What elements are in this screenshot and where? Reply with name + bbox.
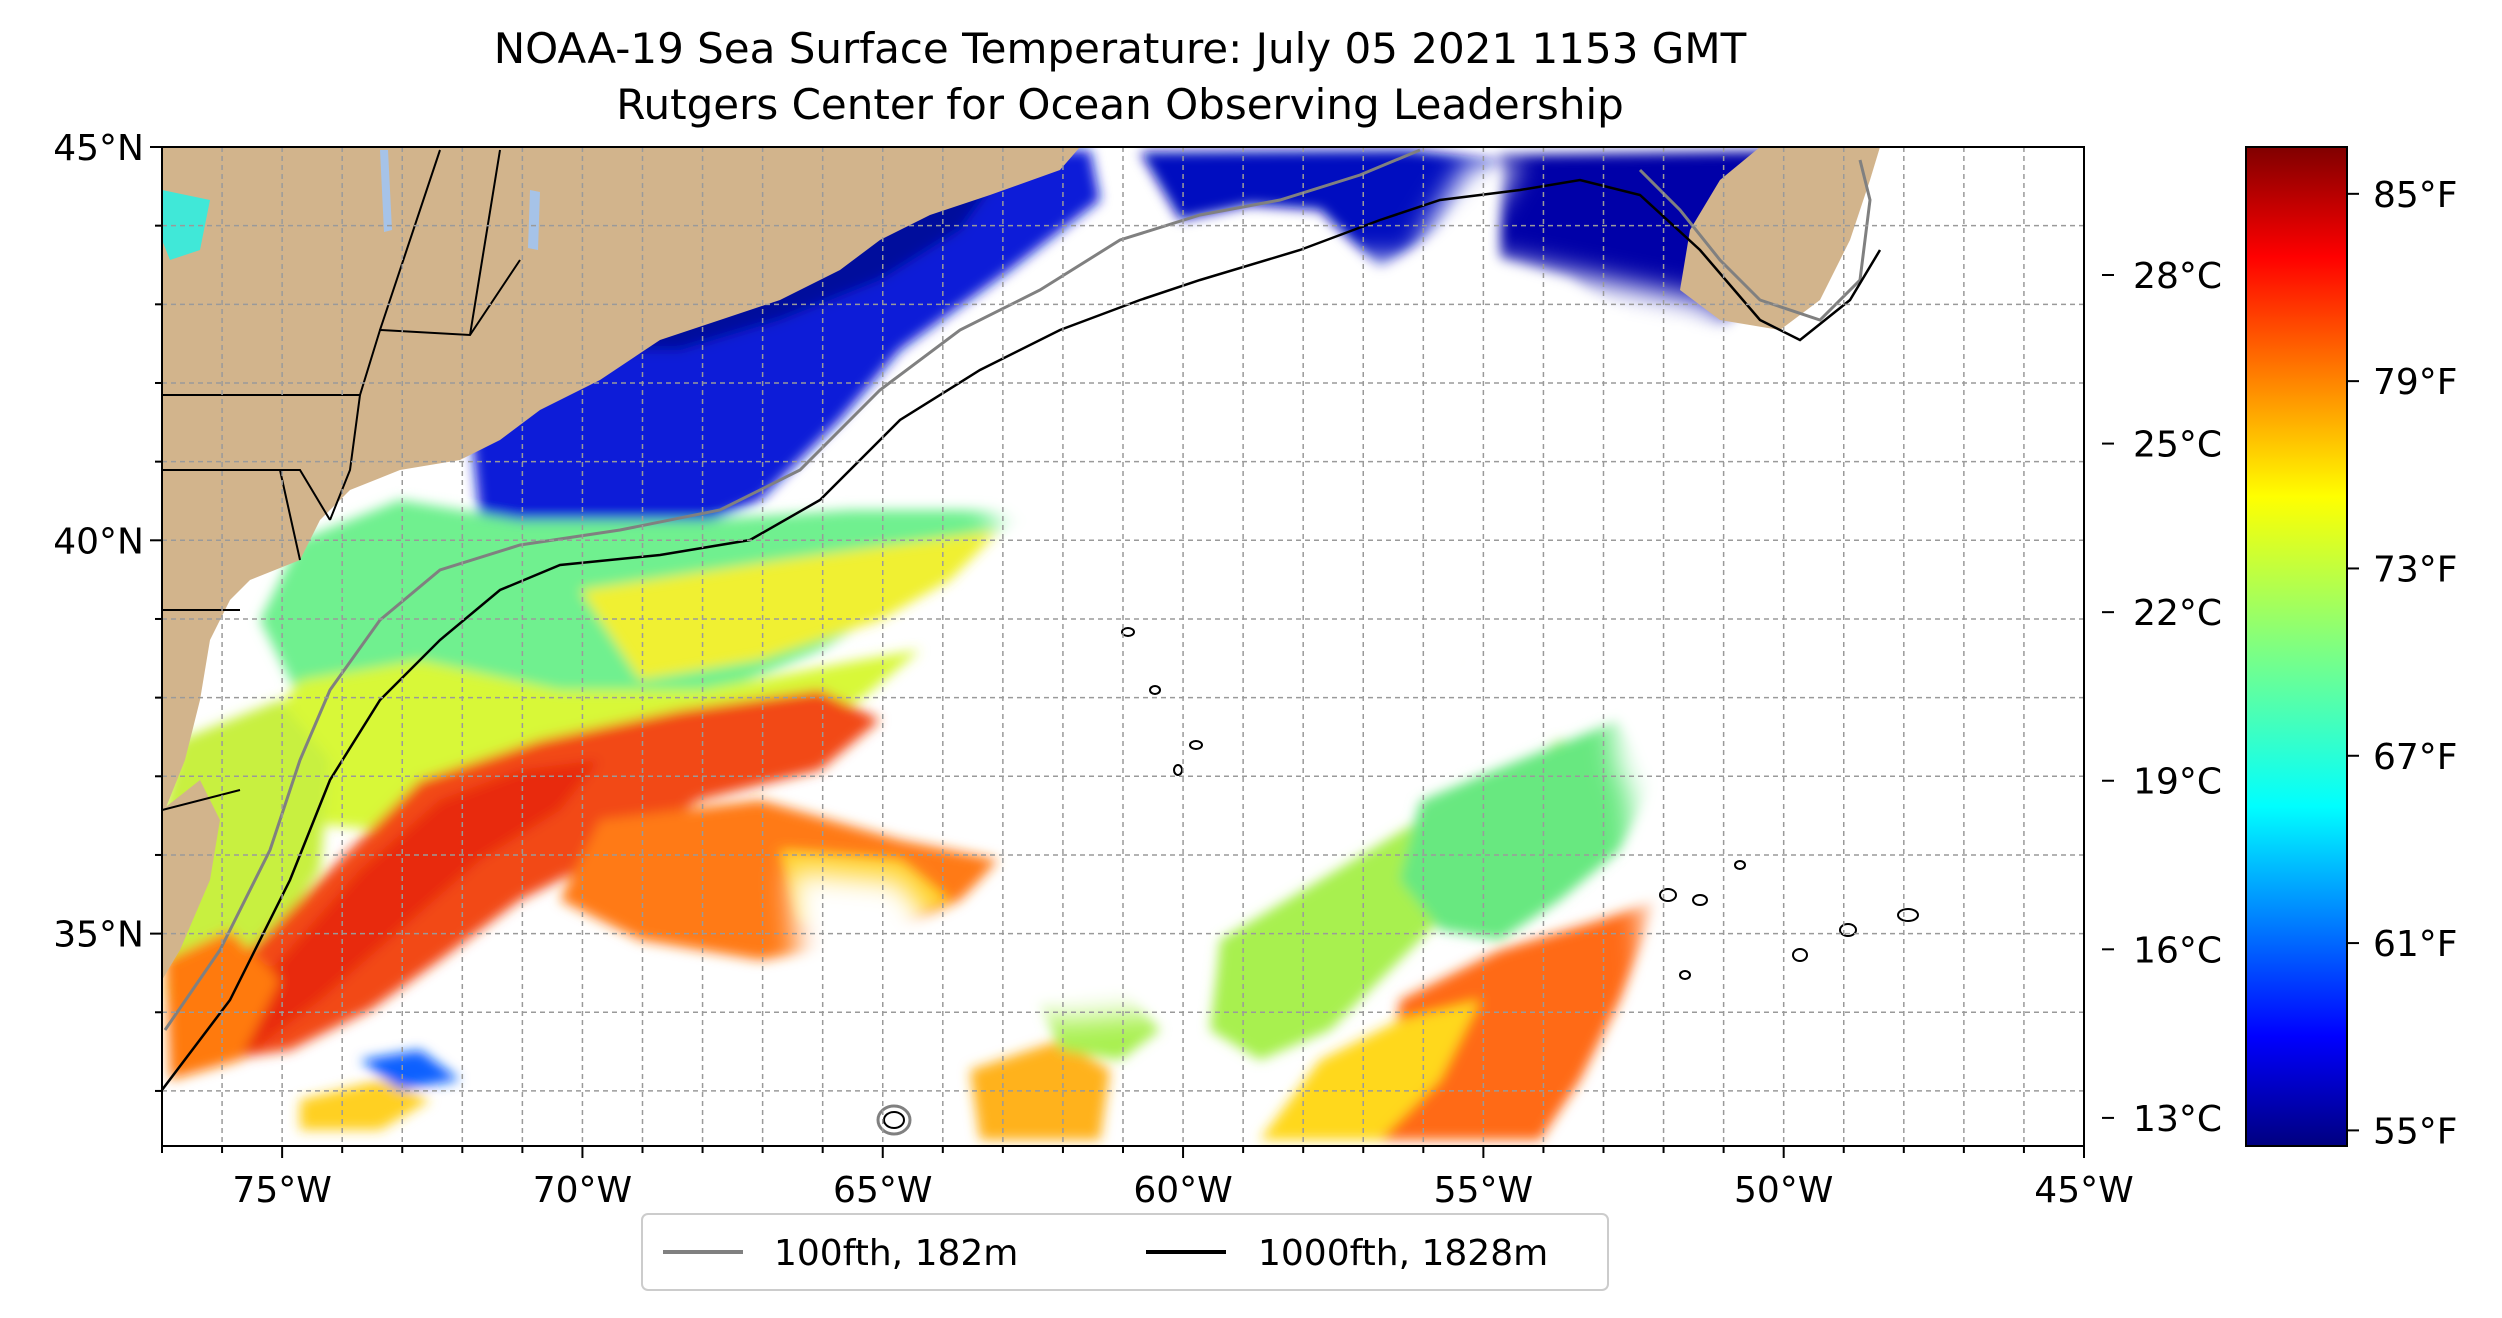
x-tick-label: 65°W [833,1170,932,1211]
colorbar-gradient [2245,146,2348,1147]
map-axes: 75°W 70°W 65°W 60°W 55°W 50°W 45°W 45°N 40°N 35°N [53,128,2133,1211]
x-tick-label: 60°W [1133,1170,1232,1211]
x-tick-label: 50°W [1734,1170,1833,1211]
y-tick-label: 45°N [53,128,144,169]
isobath-1000fth [162,178,1882,1091]
map-title: NOAA-19 Sea Surface Temperature: July 05… [493,24,1747,73]
legend-label-1000fth: 1000fth, 1828m [1258,1233,1548,1274]
colorbar-label-c: 25°C [2133,425,2222,466]
colorbar-label-c: 28°C [2133,256,2222,297]
map-subtitle: Rutgers Center for Ocean Observing Leade… [616,80,1624,129]
seamounts [876,627,1919,1136]
colorbar-label-c: 16°C [2133,930,2222,971]
x-tick-label: 75°W [232,1170,331,1211]
colorbar-label-f: 85°F [2373,175,2458,216]
colorbar-label-f: 79°F [2373,362,2458,403]
y-tick-label: 35°N [53,915,144,956]
y-tick-label: 40°N [53,521,144,562]
colorbar-label-f: 67°F [2373,737,2458,778]
colorbar-label-c: 22°C [2133,593,2222,634]
colorbar-ticks: 55°F 61°F 67°F 73°F 79°F 85°F 13°C 16°C 19°C 22°C… [2102,175,2458,1152]
cloud-mask [790,160,2084,1146]
legend-box [641,1213,1609,1291]
lakes [162,150,540,260]
map-grid [162,147,2084,1146]
x-tick-label: 55°W [1434,1170,1533,1211]
colorbar: 55°F 61°F 67°F 73°F 79°F 85°F 13°C 16°C 19°C 22°C… [2102,146,2458,1152]
isobath-legend: 100fth, 182m 1000fth, 1828m [641,1213,1609,1291]
colorbar-label-c: 19°C [2133,762,2222,803]
isobath-100fth [163,148,1421,1031]
x-tick-label: 70°W [533,1170,632,1211]
map-area [162,147,2084,1146]
colorbar-label-f: 73°F [2373,549,2458,590]
colorbar-label-c: 13°C [2133,1099,2222,1140]
colorbar-label-f: 61°F [2373,924,2458,965]
state-borders [162,149,521,811]
x-tick-label: 45°W [2034,1170,2133,1211]
isobath-100fth-east [1638,159,1872,322]
colorbar-label-f: 55°F [2373,1111,2458,1152]
legend-label-100fth: 100fth, 182m [774,1233,1018,1274]
